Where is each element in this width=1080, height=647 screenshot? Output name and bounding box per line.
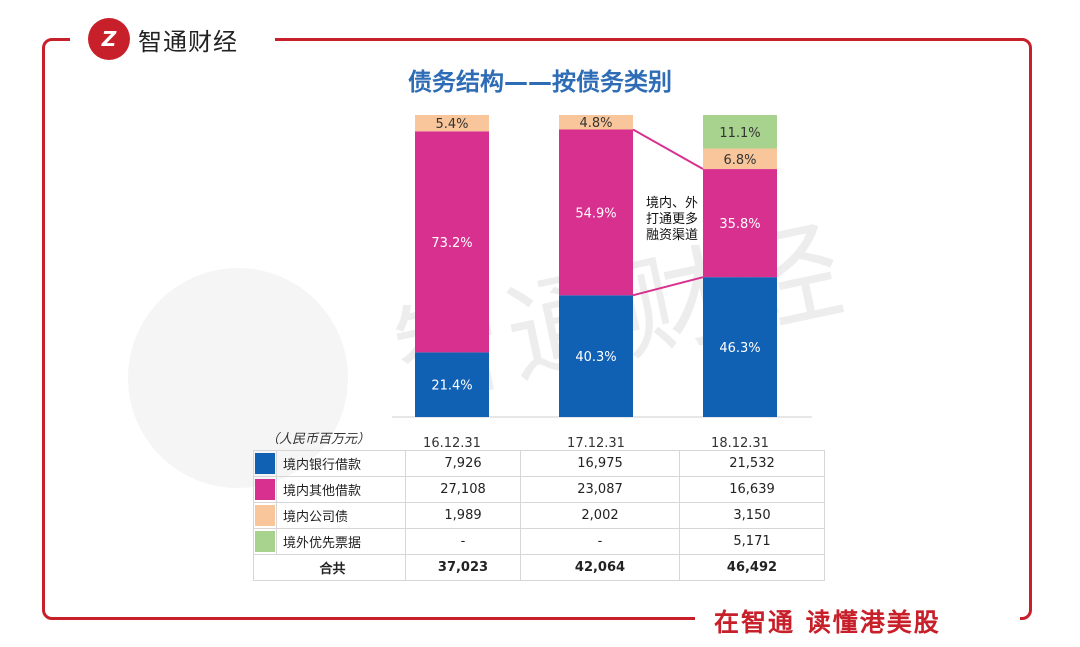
page-frame	[42, 38, 1032, 620]
table-cell: -	[520, 528, 680, 555]
table-cell: 2,002	[520, 502, 680, 529]
connector-line	[632, 276, 704, 297]
table-cell: 1,989	[405, 502, 521, 529]
bar-segment	[415, 115, 489, 132]
legend-swatch	[255, 479, 275, 500]
table-cell: 16,639	[679, 476, 825, 503]
brand-logo: Z 智通财经	[88, 18, 238, 60]
legend-swatch	[255, 505, 275, 526]
data-label: 35.8%	[719, 217, 760, 232]
row-label: 境内银行借款	[276, 450, 406, 477]
table-cell: 27,108	[405, 476, 521, 503]
data-label: 6.8%	[723, 153, 756, 168]
bar-segment	[703, 115, 777, 149]
bar-segment	[559, 129, 633, 296]
legend-swatch	[255, 453, 275, 474]
table-cell: 16,975	[520, 450, 680, 477]
annotation-line: 境内、外	[646, 196, 699, 211]
data-label: 4.8%	[579, 116, 612, 131]
table-cell: 42,064	[520, 554, 680, 581]
table-cell: 37,023	[405, 554, 521, 581]
row-label: 合共	[253, 554, 406, 581]
data-table: 境内银行借款 7,926 16,975 21,532 境内其他借款 27,108…	[253, 450, 825, 581]
table-row: 境内银行借款 7,926 16,975 21,532	[253, 450, 825, 477]
bar-segment	[559, 295, 633, 417]
x-tick-label: 18.12.31	[711, 436, 769, 451]
table-cell: 23,087	[520, 476, 680, 503]
bar-segment	[703, 169, 777, 278]
table-cell: 7,926	[405, 450, 521, 477]
x-tick-label: 17.12.31	[567, 436, 625, 451]
logo-mark-icon: Z	[88, 18, 130, 60]
bar-segment	[415, 352, 489, 417]
connector-line	[632, 128, 704, 170]
table-row: 境内公司债 1,989 2,002 3,150	[253, 502, 825, 529]
table-cell: 46,492	[679, 554, 825, 581]
data-label: 46.3%	[719, 341, 760, 356]
bar-segment	[703, 277, 777, 417]
data-label: 21.4%	[431, 379, 472, 394]
annotation-text: 境内、外 打通更多 融资渠道	[644, 195, 701, 245]
data-label: 40.3%	[575, 350, 616, 365]
table-row-total: 合共 37,023 42,064 46,492	[253, 554, 825, 581]
brand-name: 智通财经	[138, 27, 238, 56]
table-cell: 5,171	[679, 528, 825, 555]
row-label: 境外优先票据	[276, 528, 406, 555]
slogan: 在智通 读懂港美股	[714, 608, 941, 637]
row-label: 境内公司债	[276, 502, 406, 529]
data-label: 11.1%	[719, 126, 760, 141]
table-row: 境外优先票据 - - 5,171	[253, 528, 825, 555]
bar-segment	[703, 148, 777, 170]
data-label: 5.4%	[435, 117, 468, 132]
bar-segment	[559, 115, 633, 130]
annotation-line: 打通更多	[646, 212, 699, 227]
table-row: 境内其他借款 27,108 23,087 16,639	[253, 476, 825, 503]
data-label: 73.2%	[431, 236, 472, 251]
data-label: 54.9%	[575, 206, 616, 221]
annotation-line: 融资渠道	[646, 228, 699, 243]
unit-label: （人民币百万元）	[266, 432, 371, 447]
chart-title: 债务结构——按债务类别	[408, 68, 672, 96]
table-cell: 3,150	[679, 502, 825, 529]
row-label: 境内其他借款	[276, 476, 406, 503]
table-cell: 21,532	[679, 450, 825, 477]
table-cell: -	[405, 528, 521, 555]
bar-segment	[415, 131, 489, 353]
legend-swatch	[255, 531, 275, 552]
x-tick-label: 16.12.31	[423, 436, 481, 451]
